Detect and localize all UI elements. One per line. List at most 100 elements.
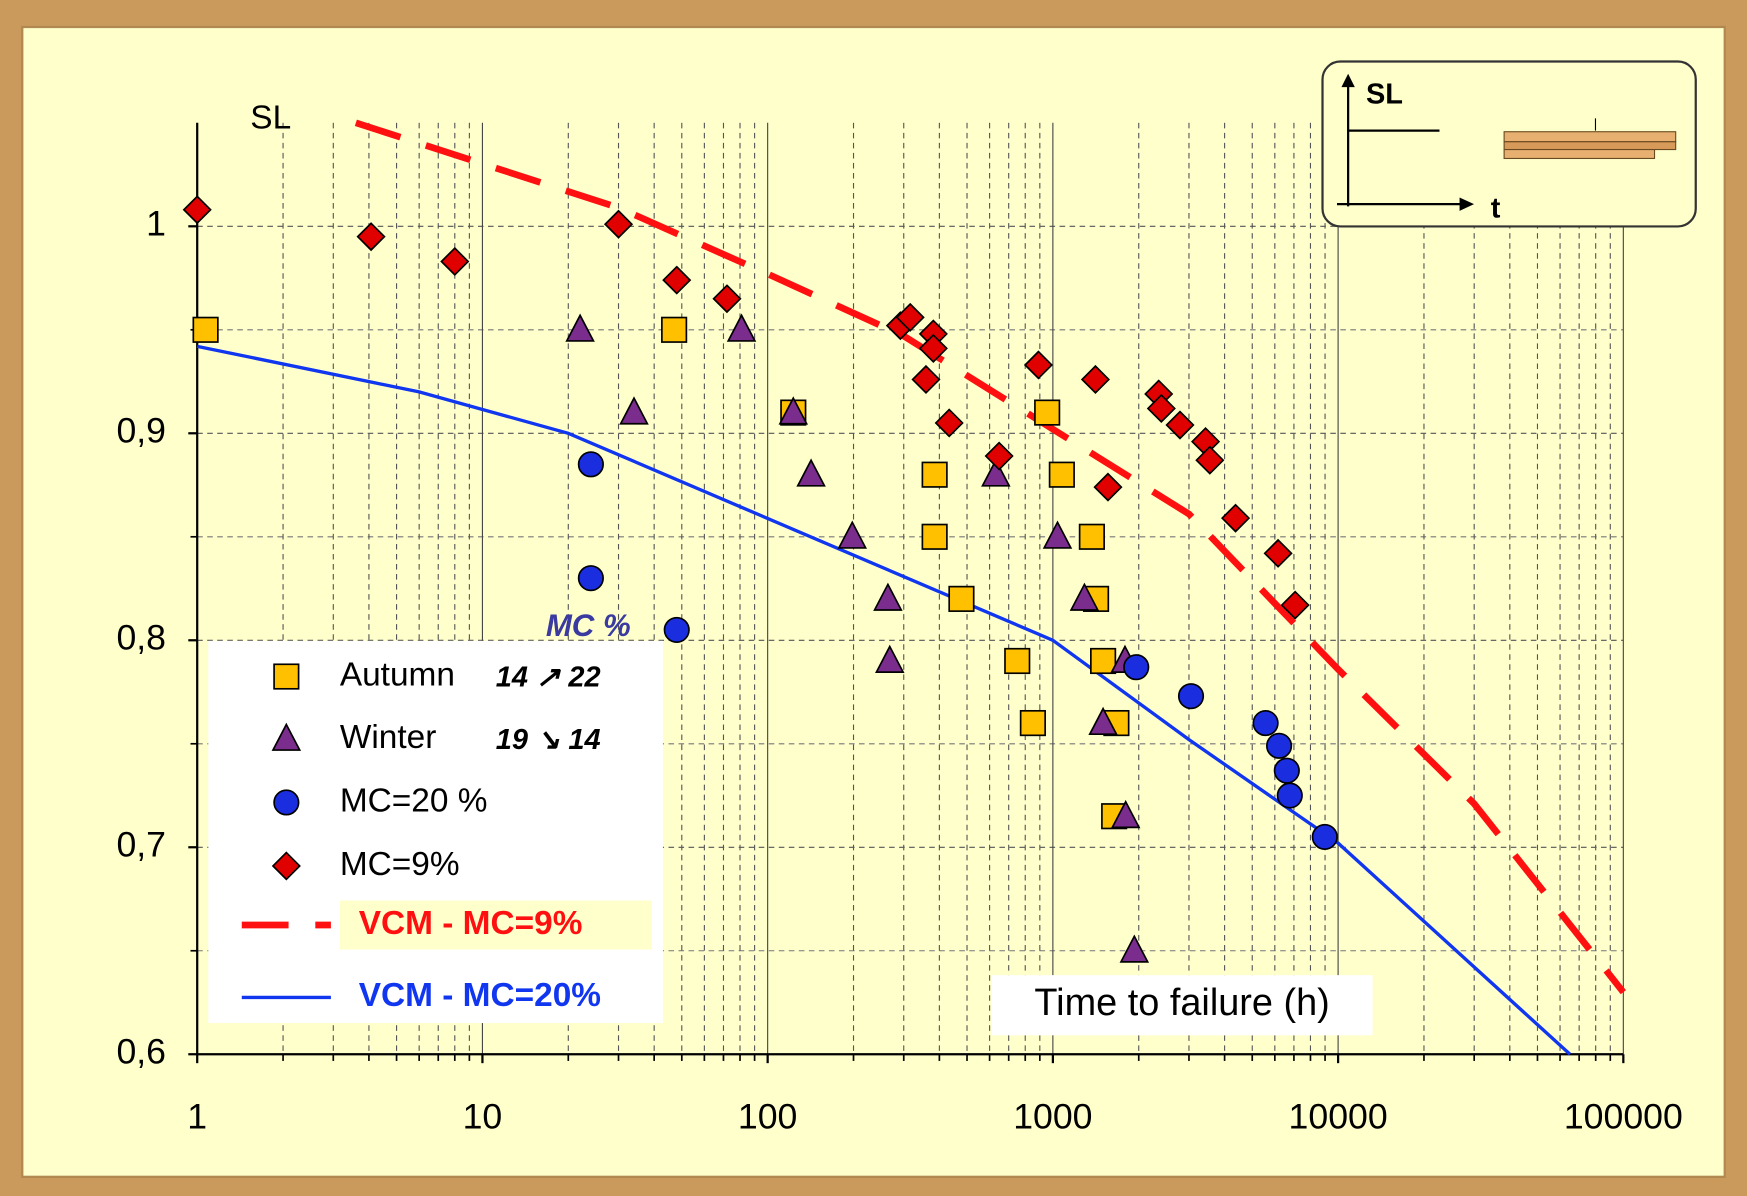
- y-axis-label: SL: [250, 99, 291, 136]
- triangle-marker: [271, 722, 302, 751]
- triangle-marker: [796, 458, 826, 487]
- triangle-marker: [1069, 582, 1100, 611]
- x-label-box: [991, 975, 1373, 1036]
- axes: 0,6 0,7 0,8 0,9 1 1 10 100 1000 10000 100000: [116, 122, 1683, 1136]
- line: [196, 344, 1572, 1056]
- square-marker: [948, 585, 975, 612]
- circle-marker: [1265, 732, 1293, 759]
- triangle-marker: [1088, 706, 1118, 736]
- x-axis-label: Time to failure (h): [1034, 982, 1329, 1024]
- x-tick-label: 10000: [1289, 1096, 1388, 1136]
- diamond-marker: [182, 195, 212, 225]
- diamond-marker: [911, 364, 941, 395]
- legend-label: VCM - MC=20%: [359, 977, 601, 1014]
- legend-annotation: 14 ↗ 22: [496, 661, 601, 693]
- circle-marker: [1123, 654, 1150, 681]
- y-tick-label: 0,9: [116, 411, 166, 451]
- legend-label: Winter: [340, 719, 437, 756]
- square-marker: [1090, 647, 1117, 675]
- diamond-marker: [918, 333, 948, 363]
- legend-label: Autumn: [340, 656, 455, 693]
- diamond-marker: [356, 222, 386, 252]
- triangle-marker: [619, 396, 649, 425]
- square-marker: [921, 461, 948, 488]
- x-tick-label: 1000: [1013, 1096, 1092, 1136]
- diamond-marker: [1263, 538, 1293, 568]
- triangle-marker: [1119, 934, 1150, 963]
- square-marker: [1034, 399, 1061, 426]
- inset-beam: [1503, 131, 1677, 143]
- circle-marker: [273, 789, 300, 816]
- inset-beam: [1503, 141, 1677, 151]
- y-tick-label: 0,8: [116, 618, 166, 658]
- triangle-marker: [726, 313, 757, 342]
- diamond-marker: [934, 408, 964, 438]
- circle-marker: [1177, 683, 1205, 710]
- legend-box: [208, 640, 663, 1024]
- legend-label: MC=20 %: [340, 782, 488, 819]
- circle-marker: [663, 616, 690, 644]
- diamond-marker: [271, 851, 301, 881]
- diamond-marker: [1146, 393, 1176, 424]
- triangle-marker: [1042, 520, 1073, 549]
- x-tick-label: 1: [187, 1096, 207, 1136]
- legend-annotation: 19 ↘ 14: [496, 724, 601, 756]
- square-marker: [192, 316, 219, 343]
- x-tick-label: 10: [463, 1096, 503, 1136]
- legend-label: MC=9%: [340, 846, 460, 883]
- circle-marker: [1311, 823, 1338, 851]
- diamond-marker: [712, 284, 742, 314]
- diamond-marker: [603, 209, 634, 239]
- circle-marker: [577, 451, 604, 478]
- diamond-marker: [1280, 590, 1310, 620]
- diamond-marker: [895, 302, 925, 332]
- square-marker: [1078, 523, 1105, 550]
- y-tick-label: 1: [146, 204, 166, 244]
- diamond-marker: [440, 246, 470, 277]
- square-marker: [1048, 461, 1075, 488]
- grid: [197, 122, 1624, 1055]
- square-marker: [661, 316, 688, 343]
- triangle-marker: [873, 582, 903, 611]
- circle-marker: [577, 565, 604, 592]
- diamond-marker: [662, 265, 692, 295]
- triangle-marker: [875, 644, 905, 673]
- square-marker: [1019, 709, 1046, 737]
- circle-marker: [1252, 709, 1279, 737]
- legend-label: VCM - MC=9%: [359, 905, 583, 942]
- triangle-marker: [1110, 799, 1141, 829]
- inset-x-label: t: [1491, 192, 1501, 224]
- inset-y-label: SL: [1366, 79, 1403, 111]
- circle-marker: [1273, 757, 1300, 784]
- diamond-marker: [1195, 445, 1225, 475]
- y-tick-label: 0,7: [116, 825, 166, 865]
- circle-marker: [1276, 782, 1303, 809]
- triangle-marker: [837, 520, 868, 549]
- square-marker: [921, 523, 948, 550]
- diamond-marker: [984, 441, 1014, 471]
- diamond-marker: [1165, 410, 1195, 440]
- line: [354, 119, 1626, 995]
- diamond-marker: [1221, 503, 1251, 533]
- inset: SL t: [1321, 60, 1697, 228]
- triangle-marker: [778, 396, 809, 425]
- y-tick-label: 0,6: [116, 1032, 166, 1072]
- inset-beam: [1503, 148, 1656, 160]
- diamond-marker: [1093, 472, 1123, 502]
- legend-title: MC %: [546, 608, 631, 643]
- inset-arrow: [1341, 73, 1355, 88]
- diamond-marker: [1023, 350, 1053, 380]
- diamond-marker: [1080, 364, 1110, 395]
- square-marker: [1004, 647, 1031, 675]
- marks: [182, 119, 1626, 1056]
- x-tick-label: 100: [738, 1096, 797, 1136]
- legend-label-bg: [339, 900, 652, 950]
- triangle-marker: [565, 313, 595, 342]
- x-tick-label: 100000: [1564, 1096, 1683, 1136]
- square-marker: [273, 663, 300, 690]
- triangle-marker: [981, 458, 1011, 487]
- inset-arrow: [1459, 197, 1475, 211]
